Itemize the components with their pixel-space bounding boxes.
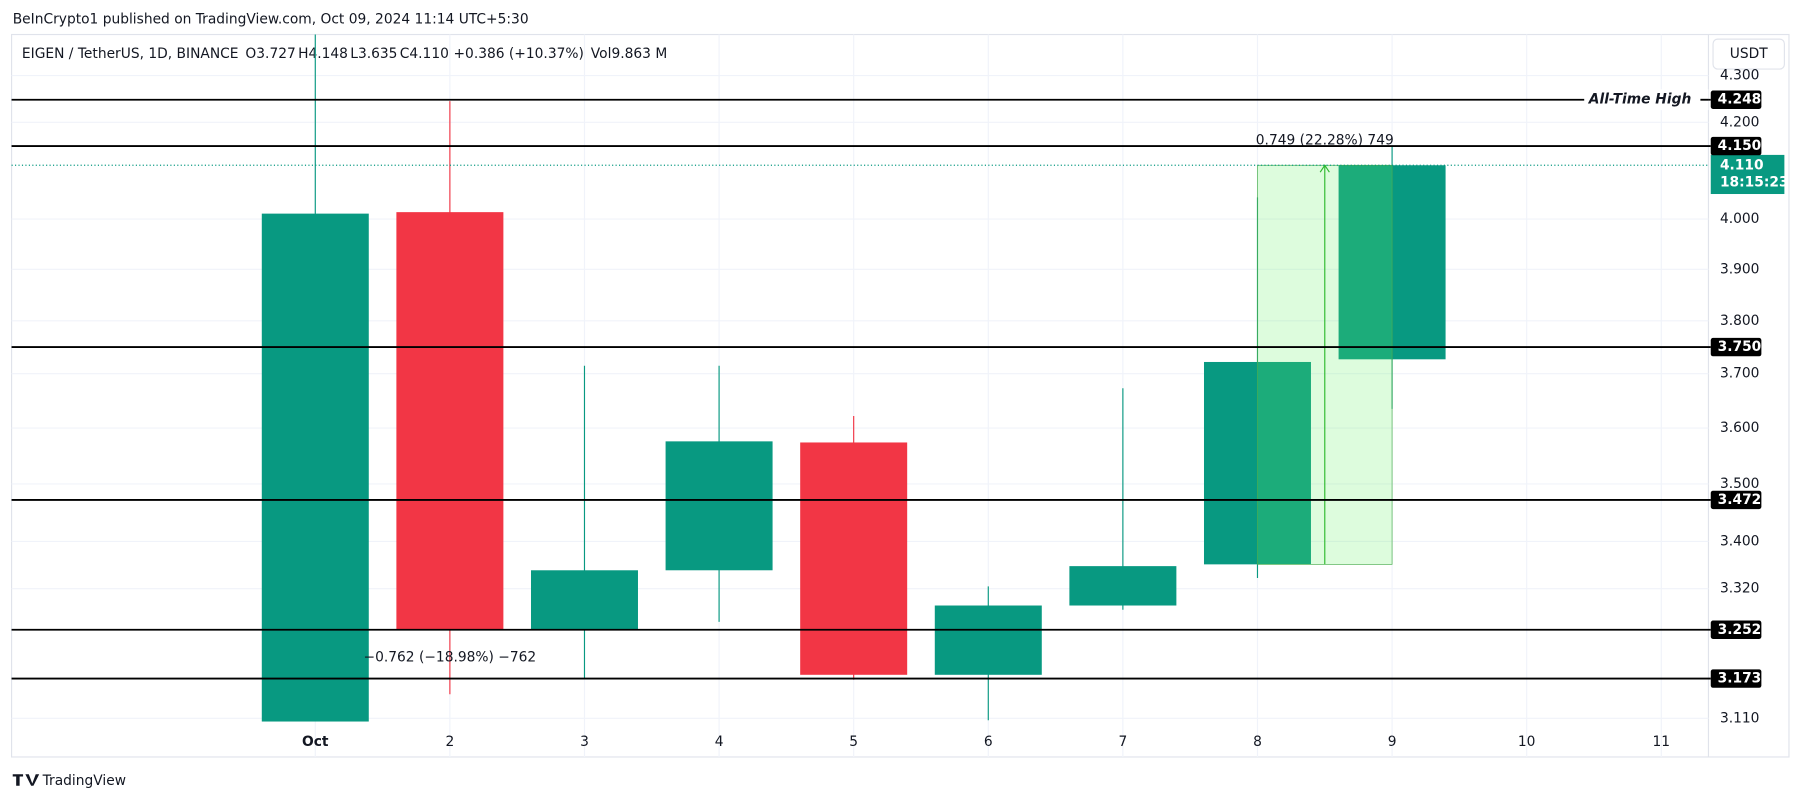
y-tick-label: 3.800 bbox=[1720, 313, 1760, 329]
logo bbox=[12, 774, 40, 786]
ath-bg bbox=[1584, 89, 1709, 111]
x-tick-label: 2 bbox=[445, 734, 454, 750]
currency[interactable]: USDT bbox=[1730, 46, 1768, 62]
ath-label: All-Time High bbox=[1588, 92, 1692, 108]
level-box bbox=[1710, 620, 1762, 639]
level-label: 4.248 bbox=[1718, 92, 1762, 108]
currency-button[interactable] bbox=[1712, 38, 1785, 70]
drop-label: −0.762 (−18.98%) −762 bbox=[364, 649, 537, 665]
x-tick-label: 6 bbox=[984, 734, 993, 750]
header: BeInCrypto1 published on TradingView.com… bbox=[13, 12, 529, 28]
countdown: 18:15:23 bbox=[1720, 175, 1789, 191]
y-tick-label: 4.300 bbox=[1720, 68, 1760, 84]
x-tick-label: 4 bbox=[715, 734, 724, 750]
x-tick-label: 3 bbox=[580, 734, 589, 750]
x-tick-label: 7 bbox=[1118, 734, 1127, 750]
frame bbox=[10, 33, 1790, 758]
last-price: 4.110 bbox=[1720, 157, 1764, 173]
measure-label: 0.749 (22.28%) 749 bbox=[1256, 132, 1394, 148]
x-tick-label: 11 bbox=[1653, 734, 1671, 750]
legend-key: H bbox=[298, 46, 308, 62]
candle-body bbox=[800, 442, 908, 675]
candle-body bbox=[396, 212, 504, 630]
candle-body bbox=[261, 213, 369, 722]
level-box bbox=[1710, 136, 1762, 156]
measure-arrowhead bbox=[1319, 164, 1330, 173]
y-tick-label: 3.500 bbox=[1720, 476, 1760, 492]
legend-key: C bbox=[400, 46, 410, 62]
y-tick-label: 3.400 bbox=[1720, 533, 1760, 549]
legend-key: O bbox=[245, 46, 256, 62]
level-label: 3.750 bbox=[1718, 339, 1762, 355]
level-label: 3.472 bbox=[1718, 492, 1762, 508]
level-box bbox=[1710, 490, 1762, 510]
x-tick-label: 10 bbox=[1518, 734, 1536, 750]
level-box bbox=[1710, 669, 1762, 688]
x-tick-label: Oct bbox=[302, 734, 329, 750]
level-label: 3.173 bbox=[1718, 671, 1762, 687]
legend-change: +0.386 (+10.37%) bbox=[453, 46, 583, 62]
y-tick-label: 3.110 bbox=[1720, 710, 1760, 726]
legend-value: 4.110 bbox=[409, 46, 449, 62]
legend-value: 3.727 bbox=[256, 46, 296, 62]
candle-body bbox=[530, 570, 638, 630]
y-tick-label: 3.900 bbox=[1720, 261, 1760, 277]
level-label: 4.150 bbox=[1718, 138, 1762, 154]
candle-body bbox=[665, 441, 773, 571]
candle-body bbox=[934, 605, 1042, 675]
last-price-box bbox=[1710, 154, 1785, 195]
legend-value: 3.635 bbox=[358, 46, 398, 62]
y-tick-label: 4.200 bbox=[1720, 114, 1760, 130]
level-box bbox=[1710, 90, 1762, 109]
legend-vol: 9.863 M bbox=[611, 46, 667, 62]
legend-key: Vol bbox=[591, 46, 612, 62]
y-tick-label: 4.000 bbox=[1720, 211, 1760, 227]
legend: EIGEN / TetherUS, 1D, BINANCE O 3.727 H 4.14… bbox=[22, 46, 667, 62]
footer: TradingView bbox=[42, 773, 126, 789]
y-tick-label: 3.600 bbox=[1720, 420, 1760, 436]
x-tick-label: 9 bbox=[1388, 734, 1397, 750]
y-tick-label: 3.320 bbox=[1720, 581, 1760, 597]
legend-key: L bbox=[350, 46, 358, 62]
level-label: 3.252 bbox=[1718, 622, 1762, 638]
legend-symbol: EIGEN / TetherUS, 1D, BINANCE bbox=[22, 46, 239, 62]
x-tick-label: 5 bbox=[849, 734, 858, 750]
legend-value: 4.148 bbox=[308, 46, 348, 62]
level-box bbox=[1710, 337, 1762, 357]
candle-body bbox=[1069, 566, 1177, 606]
y-tick-label: 3.700 bbox=[1720, 366, 1760, 382]
x-tick-label: 8 bbox=[1253, 734, 1262, 750]
